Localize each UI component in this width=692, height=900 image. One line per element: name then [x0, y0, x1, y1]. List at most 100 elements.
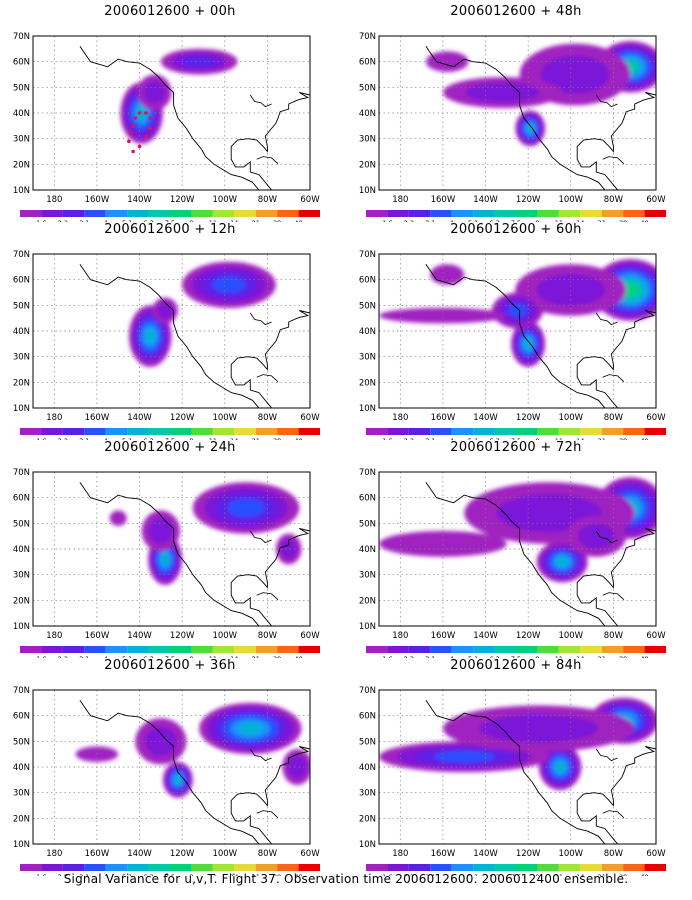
variance-contour [379, 307, 507, 324]
variance-contour [465, 82, 540, 102]
colorbar-swatch [451, 864, 474, 871]
lat-label: 50N [359, 519, 376, 529]
colorbar-swatch [558, 428, 581, 435]
caribbean-islands [256, 592, 279, 601]
colorbar-swatch [537, 428, 559, 435]
lon-label: 140W [127, 631, 152, 641]
lat-label: 60N [359, 494, 376, 504]
observation-point [129, 131, 133, 136]
lon-label: 140W [473, 631, 498, 641]
colorbar-label: 2.2 [404, 219, 414, 222]
colorbar-swatch [62, 428, 85, 435]
colorbar-swatch [430, 428, 452, 435]
map-frame [378, 35, 657, 191]
caribbean-islands [602, 592, 625, 601]
colorbar-swatch [408, 210, 431, 217]
coastline [425, 46, 656, 190]
colorbar-swatch [127, 210, 149, 217]
colorbar-label: 21 [252, 437, 260, 440]
colorbar-label: 7.5 [511, 219, 521, 222]
colorbar-label: 14 [576, 437, 584, 440]
map-svg: 70N 60N 50N 40N 30N 20N 10N 180 160W 140W 120W 100W… [13, 686, 320, 876]
coastline [425, 264, 656, 408]
variance-contour [536, 274, 605, 306]
lat-label: 40N [13, 763, 30, 773]
colorbar-swatch [601, 428, 624, 435]
lat-label: 30N [359, 135, 376, 145]
lon-label: 120W [170, 413, 195, 423]
colorbar-label: 9 [189, 219, 193, 222]
lat-label: 20N [13, 378, 30, 388]
colorbar-label: 5.1 [122, 655, 132, 658]
colorbar-swatch [516, 864, 538, 871]
colorbar-label: 1.6 [36, 655, 46, 658]
lon-label: 60W [300, 849, 320, 859]
variance-contour [143, 81, 165, 104]
colorbar-swatch [366, 210, 388, 217]
colorbar-label: 2.2 [404, 655, 414, 658]
colorbar-label: 7.5 [165, 873, 175, 876]
grid-lines [379, 36, 656, 190]
lon-label: 100W [558, 413, 583, 423]
colorbar-label: 21 [598, 655, 606, 658]
lat-label: 50N [13, 83, 30, 93]
lat-label: 30N [13, 571, 30, 581]
colorbar-label: 9 [189, 437, 193, 440]
colorbar-label: 29 [619, 437, 627, 440]
panel-title: 2006012600 + 36h [104, 658, 236, 673]
coastline-group [79, 482, 310, 626]
colorbar-swatch [580, 864, 602, 871]
colorbar-swatch [558, 210, 581, 217]
colorbar-swatch [41, 210, 63, 217]
colorbar-label: 40 [640, 437, 648, 440]
colorbar-label: 11 [555, 873, 563, 876]
colorbar-label: 4 [104, 655, 108, 658]
colorbar-swatch [387, 210, 409, 217]
colorbar-swatch [387, 646, 409, 653]
colorbar-label: 2.2 [58, 437, 68, 440]
lon-label: 100W [212, 413, 237, 423]
map-frame [32, 253, 311, 409]
lat-label: 40N [13, 545, 30, 555]
caribbean-islands [256, 156, 279, 165]
great-lakes [249, 530, 272, 544]
colorbar-swatch [494, 864, 516, 871]
colorbar-label: 40 [640, 655, 648, 658]
colorbar-swatch [62, 210, 85, 217]
lat-label: 60N [13, 712, 30, 722]
map-frame [32, 689, 311, 845]
colorbar-label: 21 [252, 655, 260, 658]
colorbar-swatch [20, 428, 42, 435]
variance-contour [479, 714, 598, 743]
colorbar-label: 7.5 [511, 655, 521, 658]
map-panel: 2006012600 + 24h 70N 60N 50N 40N 30N 20N 10N 180… [0, 440, 340, 658]
colorbar-label: 11 [555, 219, 563, 222]
lat-label: 50N [13, 737, 30, 747]
colorbar-swatch [430, 864, 452, 871]
lat-label: 40N [13, 327, 30, 337]
colorbar-swatch [451, 428, 474, 435]
coastline-group [79, 46, 310, 190]
colorbar-swatch [170, 428, 192, 435]
map-svg: 70N 60N 50N 40N 30N 20N 10N 180 160W 140W 120W 100W… [13, 468, 320, 658]
colorbar-swatch [277, 428, 299, 435]
lon-label: 180 [46, 413, 62, 423]
lat-label: 30N [13, 135, 30, 145]
variance-contour [577, 523, 615, 549]
colorbar-label: 5.1 [468, 873, 478, 876]
lon-label: 80W [604, 413, 624, 423]
lat-label: 20N [359, 596, 376, 606]
lat-label: 40N [359, 109, 376, 119]
colorbar-label: 4 [450, 873, 454, 876]
observation-point [137, 144, 142, 149]
lat-label: 50N [359, 83, 376, 93]
lon-label: 180 [46, 849, 62, 859]
lat-label: 70N [13, 250, 30, 260]
lat-label: 70N [13, 686, 30, 696]
grid-lines [33, 472, 310, 626]
colorbar-swatch [516, 646, 538, 653]
colorbar-swatch [234, 428, 256, 435]
colorbar-label: 5.1 [468, 655, 478, 658]
map-svg: 70N 60N 50N 40N 30N 20N 10N 180 160W 140W 120W 100W… [13, 32, 320, 222]
variance-contour [280, 539, 297, 559]
